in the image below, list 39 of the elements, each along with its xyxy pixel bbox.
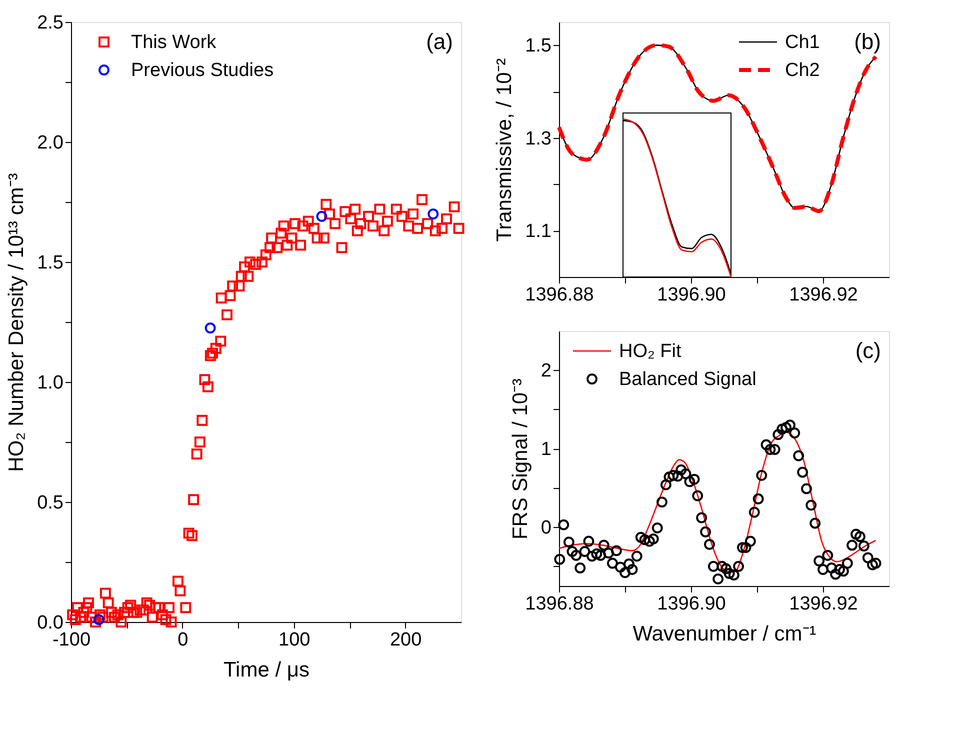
annotation: (a): [426, 29, 453, 54]
y-axis-title: Transmissive, / 10⁻²: [493, 58, 516, 242]
legend-label: This Work: [131, 32, 217, 53]
point: [204, 322, 216, 334]
legend-label: Ch2: [785, 60, 820, 81]
annotation: (c): [855, 338, 881, 363]
x-tick-label: 100: [278, 630, 310, 650]
x-tick-label: 1396.90: [657, 594, 726, 614]
y-tick-label: 0.5: [37, 492, 64, 514]
x-tick-label: 1396.90: [657, 284, 726, 306]
y-tick-label: 1.5: [37, 252, 64, 274]
x-tick-label: 200: [390, 630, 422, 650]
y-tick-label: 1.3: [525, 128, 552, 150]
y-axis-title: HO₂ Number Density / 10¹³ cm⁻³: [5, 173, 28, 472]
y-tick-label: 1: [540, 439, 552, 460]
annotation: (b): [854, 29, 881, 54]
point: [428, 208, 439, 220]
legend-label: Previous Studies: [131, 60, 274, 81]
x-tick-label: 1396.88: [525, 284, 594, 306]
y-axis-title: FRS Signal / 10⁻³: [508, 378, 532, 540]
point: [93, 614, 104, 626]
x-axis-title: Time / μs: [224, 658, 310, 682]
line-series: [558, 432, 876, 573]
y-tick-label: 2.0: [37, 132, 64, 154]
y-tick-label: 2: [540, 360, 552, 382]
y-tick-label: 1.5: [525, 36, 552, 57]
y-tick-label: 1.0: [37, 372, 64, 394]
y-tick-label: 0: [540, 518, 552, 539]
y-tick-label: 2.5: [37, 12, 64, 34]
x-tick-label: 1396.92: [789, 284, 858, 306]
legend-label: HO₂ Fit: [619, 341, 682, 362]
legend-label: Ch1: [785, 32, 820, 53]
x-tick-label: 1396.88: [525, 594, 594, 614]
legend-label: Balanced Signal: [619, 369, 756, 390]
y-tick-label: 1.1: [525, 221, 552, 242]
x-tick-label: 0: [178, 630, 188, 650]
point: [316, 210, 328, 222]
x-axis-title: Wavenumber / cm⁻¹: [632, 622, 816, 646]
x-tick-label: 1396.92: [789, 594, 858, 614]
